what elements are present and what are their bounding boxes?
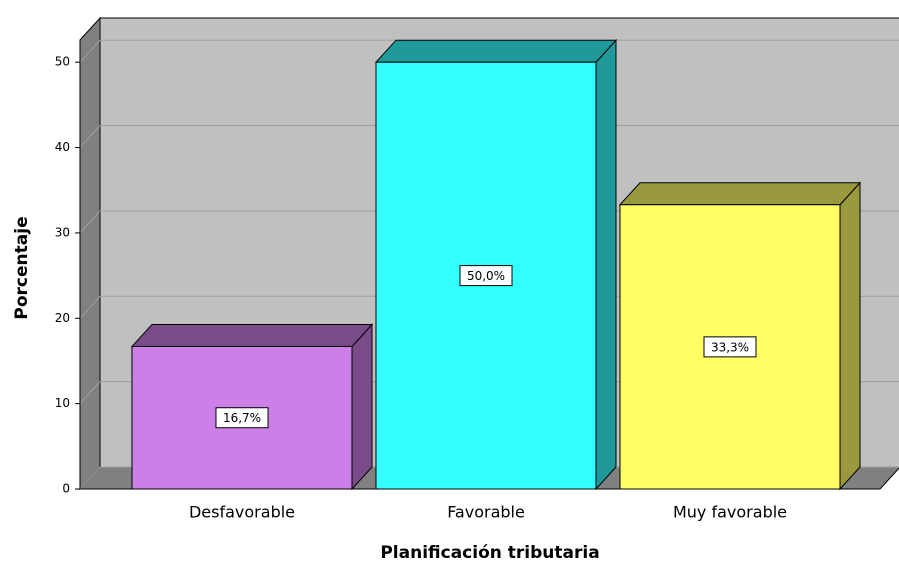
bar-side [839,181,861,491]
grid-line [79,39,101,63]
grid-line [79,125,101,148]
grid-line [79,210,101,234]
bar-side [351,323,373,491]
left-wall [79,16,101,491]
value-label-box [215,407,269,429]
bar-top [130,323,374,347]
value-label: 33,3% [711,340,749,354]
value-label: 16,7% [223,411,261,425]
x-tick-label: Desfavorable [189,503,295,522]
grid-line [79,381,101,404]
y-tick-label: 50 [55,55,70,69]
y-tick-label: 40 [55,140,70,154]
grid-line [79,295,101,319]
x-tick-label: Favorable [447,503,525,522]
y-tick-label: 30 [55,225,70,239]
x-axis-title: Planificación tributaria [380,543,599,563]
y-tick-label: 0 [62,482,70,496]
y-tick-label: 20 [55,311,70,325]
y-tick-label: 10 [55,396,70,410]
value-label-box [459,265,513,287]
bar-side [595,38,617,491]
value-label: 50,0% [467,269,505,283]
y-axis-title: Porcentaje [12,216,32,319]
bar-top [374,39,618,63]
value-label-box [703,336,757,358]
x-tick-label: Muy favorable [673,503,787,522]
bar-top [618,182,862,206]
grid-line [79,466,101,490]
